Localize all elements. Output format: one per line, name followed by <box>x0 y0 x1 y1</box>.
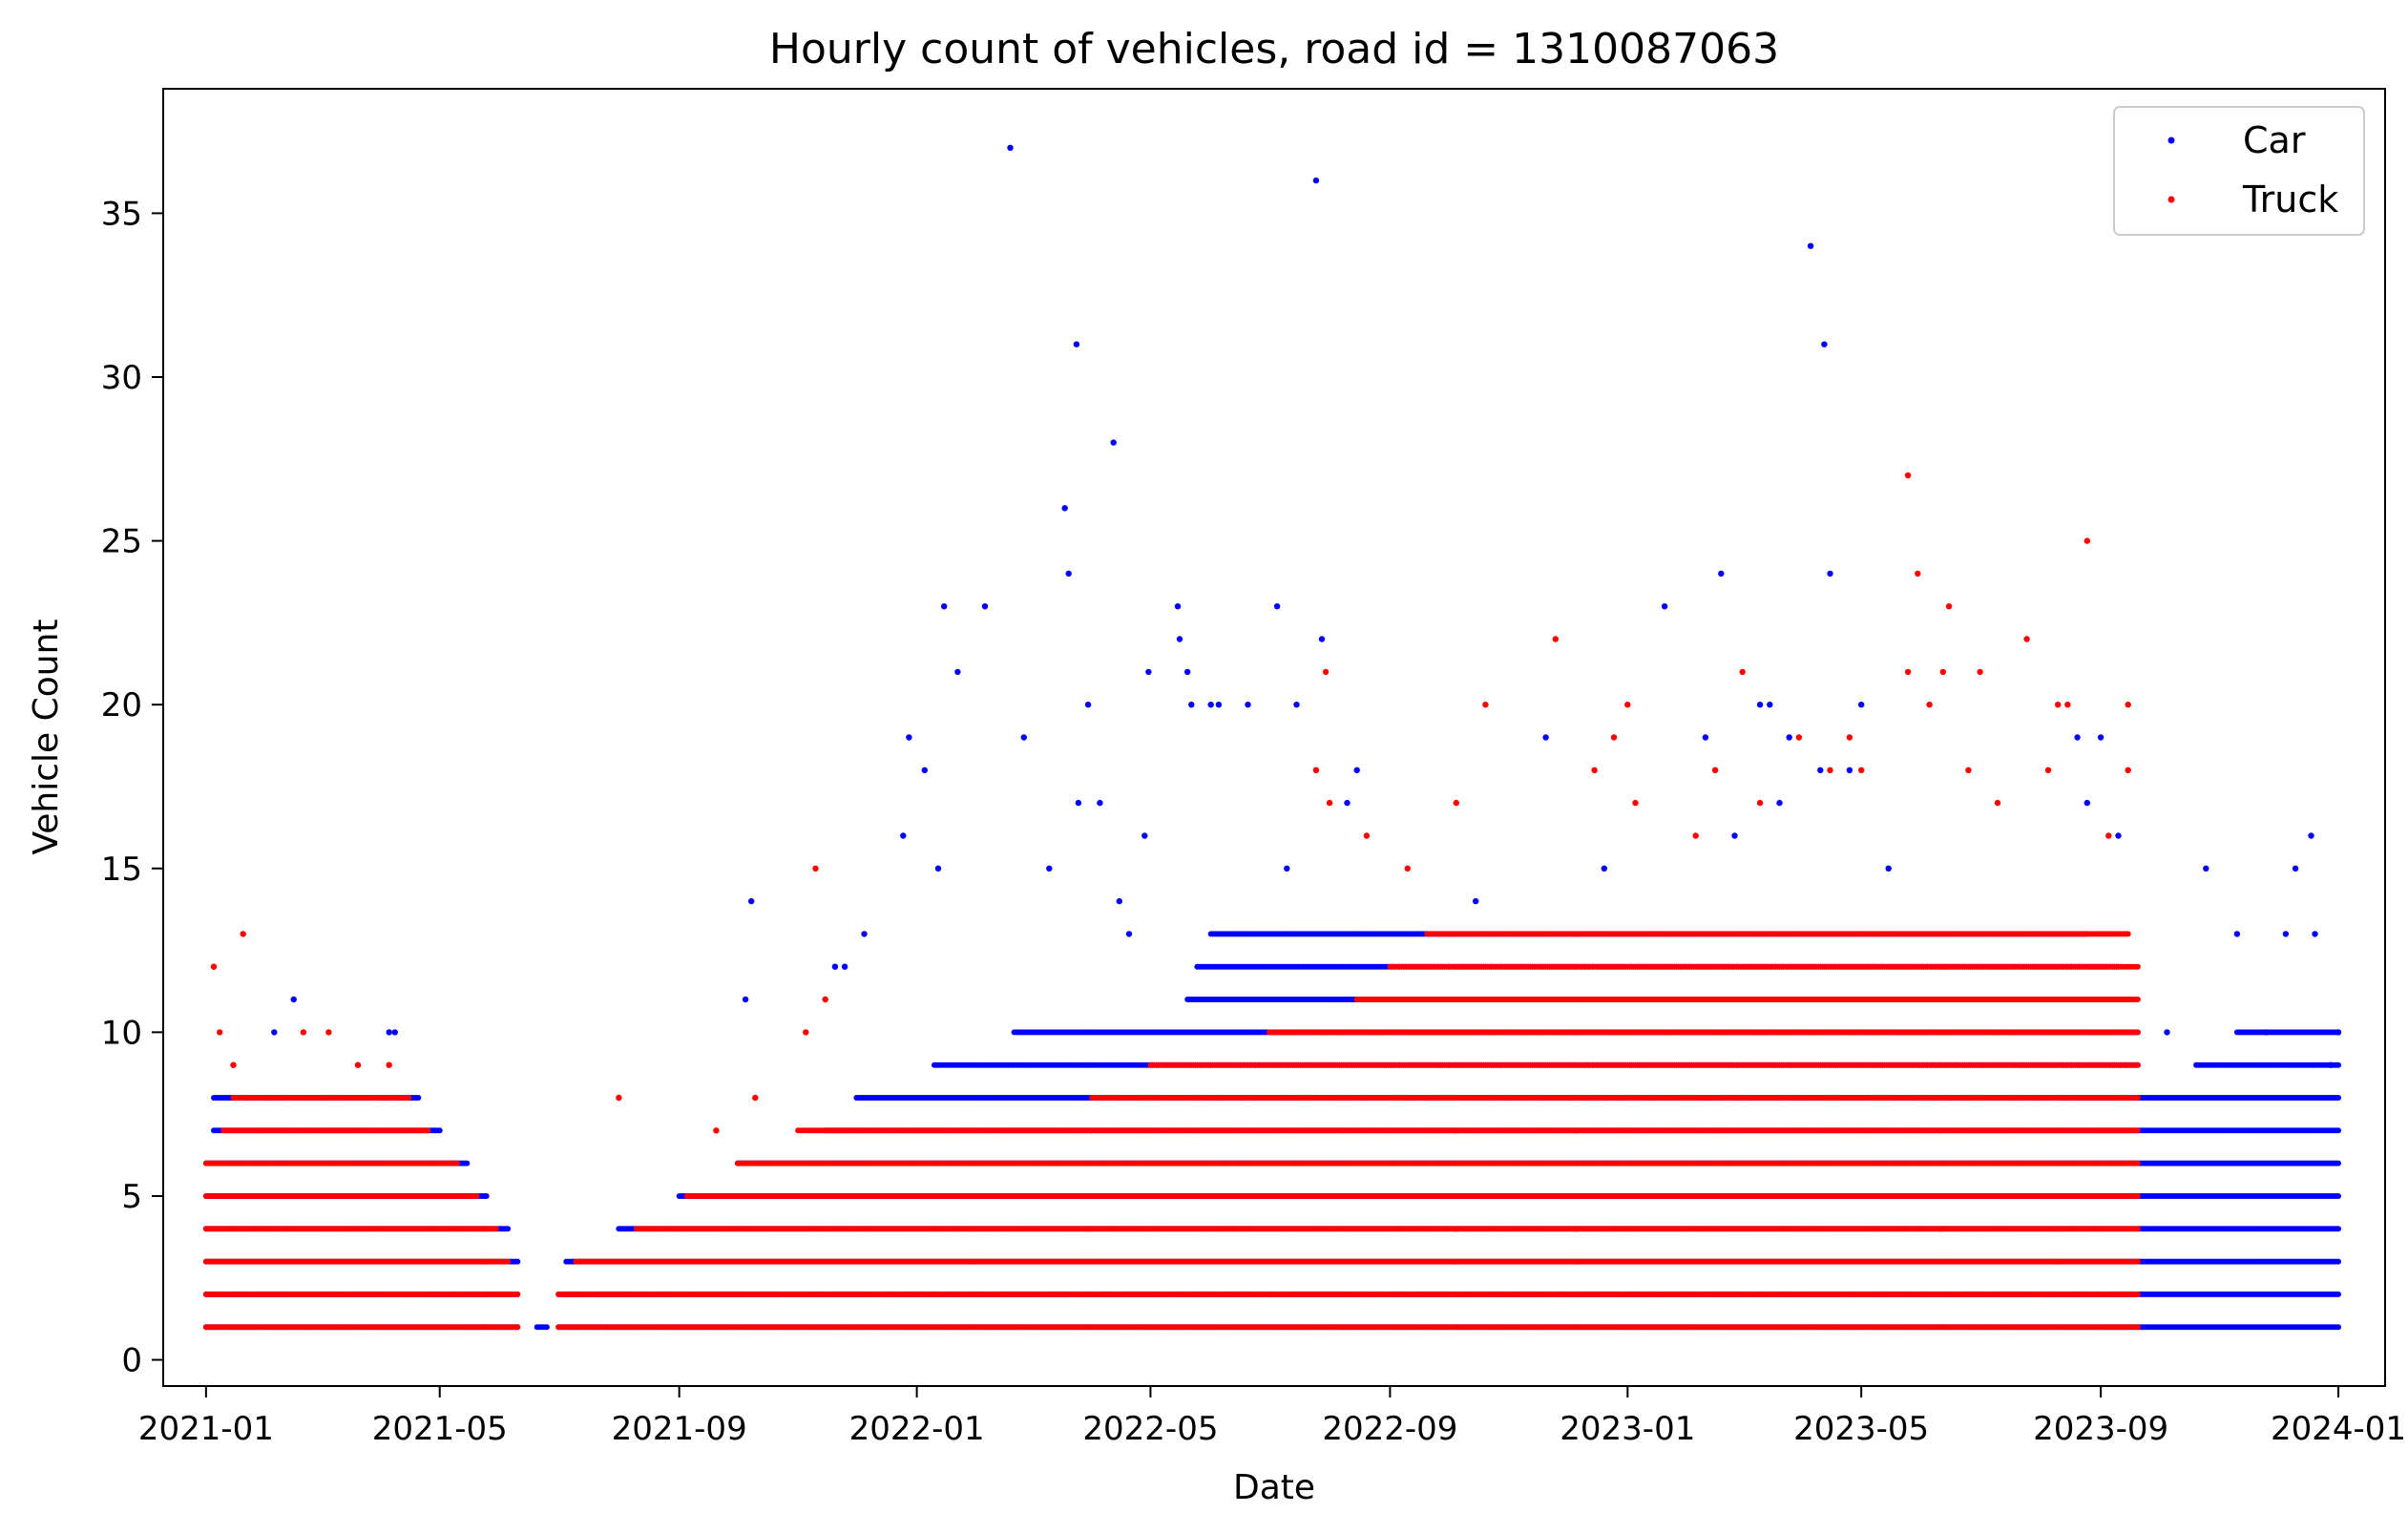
car-point <box>2335 1291 2341 1297</box>
car-point <box>483 1193 490 1199</box>
car-point <box>2335 1226 2341 1232</box>
series-car <box>202 144 2342 1331</box>
car-point <box>514 1258 521 1265</box>
car-point <box>543 1324 550 1331</box>
chart-title: Hourly count of vehicles, road id = 1310… <box>769 25 1779 74</box>
car-point <box>2335 1258 2341 1265</box>
data-points <box>202 144 2342 1331</box>
car-point <box>2335 1324 2341 1331</box>
car-point <box>505 1226 512 1232</box>
